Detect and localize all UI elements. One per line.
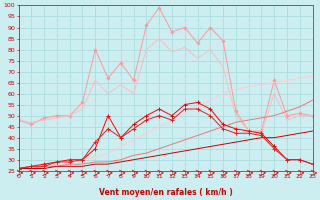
X-axis label: Vent moyen/en rafales ( km/h ): Vent moyen/en rafales ( km/h )	[99, 188, 232, 197]
